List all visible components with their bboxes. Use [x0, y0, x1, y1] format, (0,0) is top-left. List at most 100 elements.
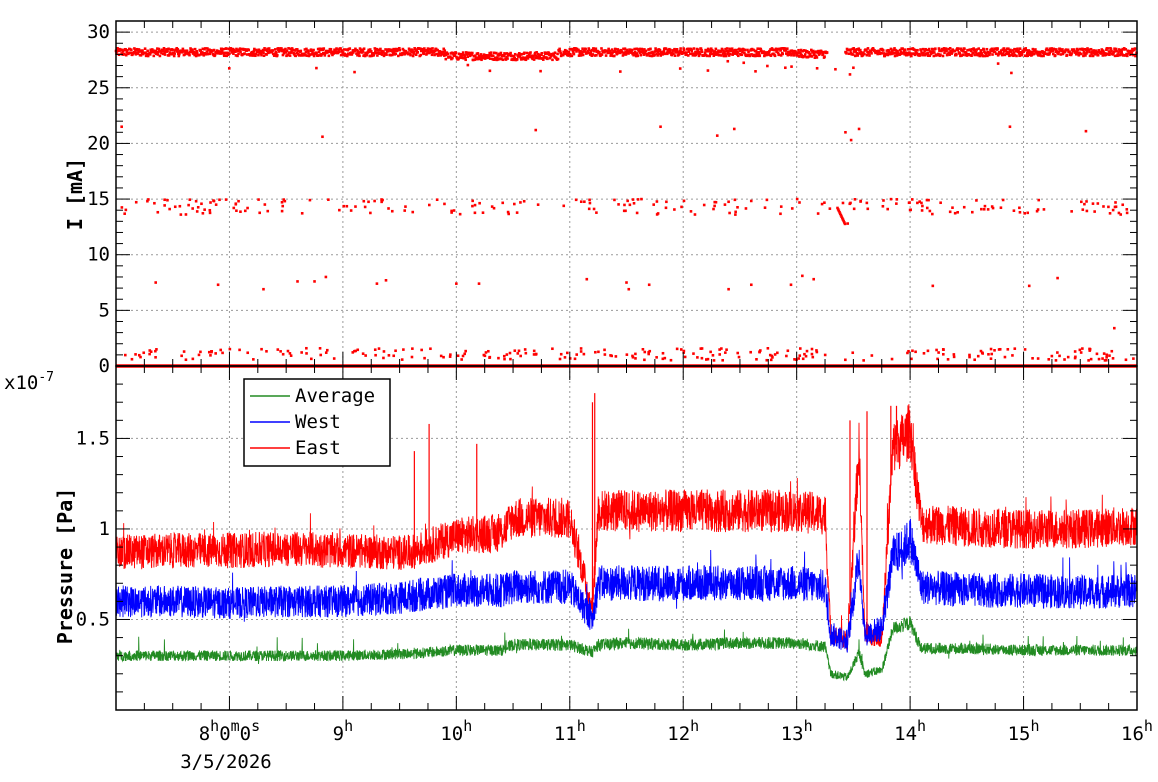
- current-point: [1108, 354, 1111, 357]
- current-point: [656, 50, 660, 54]
- current-point: [540, 51, 544, 55]
- current-point: [265, 49, 269, 53]
- current-point: [928, 54, 932, 58]
- current-point: [798, 51, 802, 54]
- current-point: [784, 49, 788, 52]
- current-point: [708, 54, 712, 58]
- current-point: [121, 50, 125, 53]
- current-point: [820, 50, 824, 54]
- current-point: [466, 55, 470, 59]
- current-point: [964, 51, 968, 54]
- current-point: [889, 197, 893, 201]
- current-point: [236, 54, 239, 58]
- current-point: [149, 350, 153, 353]
- current-point: [441, 53, 445, 56]
- current-point: [499, 51, 503, 55]
- current-point: [407, 52, 410, 56]
- current-point: [762, 50, 766, 53]
- current-point: [805, 50, 809, 53]
- current-point: [1087, 48, 1091, 51]
- current-point: [211, 49, 214, 53]
- current-point: [838, 211, 841, 214]
- current-point: [1114, 47, 1118, 51]
- current-point: [648, 349, 652, 353]
- current-point: [410, 355, 414, 359]
- current-point: [799, 48, 803, 52]
- current-point: [836, 208, 840, 211]
- current-point: [930, 47, 934, 51]
- current-point: [318, 347, 322, 350]
- current-point: [313, 280, 316, 283]
- current-point: [1092, 49, 1095, 52]
- current-point: [477, 282, 481, 285]
- current-point: [239, 210, 242, 214]
- current-point: [302, 53, 306, 57]
- current-point: [689, 52, 692, 56]
- current-point: [734, 48, 738, 52]
- current-point: [842, 219, 845, 223]
- current-point: [784, 66, 787, 70]
- current-point: [488, 57, 492, 60]
- current-point: [234, 202, 238, 206]
- current-point: [274, 50, 278, 54]
- current-point: [1048, 47, 1052, 51]
- current-point: [1085, 52, 1088, 55]
- current-point: [429, 347, 432, 351]
- current-point: [599, 54, 602, 58]
- current-point: [513, 57, 517, 60]
- current-point: [948, 53, 951, 57]
- current-point: [432, 50, 436, 54]
- current-point: [796, 51, 800, 55]
- current-point: [376, 54, 379, 57]
- current-point: [942, 47, 946, 50]
- current-point: [594, 47, 598, 51]
- current-point: [392, 49, 396, 53]
- current-point: [365, 53, 368, 57]
- current-point: [987, 353, 990, 356]
- current-point: [153, 201, 156, 205]
- current-point: [813, 56, 817, 60]
- current-point: [478, 201, 481, 205]
- current-point: [662, 49, 666, 53]
- current-point: [616, 48, 620, 51]
- current-point: [1088, 50, 1091, 54]
- current-point: [659, 125, 662, 129]
- current-point: [779, 212, 782, 216]
- current-point: [592, 47, 596, 50]
- current-point: [199, 350, 202, 354]
- current-point: [502, 54, 506, 58]
- current-point: [193, 53, 196, 57]
- current-point: [722, 54, 726, 58]
- current-point: [224, 47, 228, 50]
- current-point: [373, 52, 376, 55]
- current-point: [939, 201, 942, 205]
- current-point: [144, 51, 147, 55]
- current-point: [133, 51, 137, 54]
- current-point: [583, 200, 586, 204]
- current-point: [1015, 54, 1018, 58]
- current-point: [870, 354, 874, 357]
- current-point: [950, 51, 954, 54]
- current-point: [641, 347, 645, 351]
- current-point: [908, 201, 911, 204]
- current-point: [584, 47, 587, 51]
- current-point: [781, 52, 785, 56]
- current-point: [358, 54, 361, 58]
- current-point: [154, 281, 158, 284]
- current-point: [1077, 53, 1081, 57]
- current-point: [749, 350, 752, 354]
- current-point: [736, 51, 740, 54]
- current-point: [1096, 202, 1100, 205]
- current-point: [398, 48, 402, 52]
- current-point: [945, 49, 948, 53]
- current-point: [419, 53, 423, 57]
- current-point: [373, 348, 377, 351]
- current-point: [891, 50, 894, 54]
- current-point: [382, 54, 386, 58]
- current-point: [758, 350, 761, 354]
- current-point: [390, 53, 394, 57]
- current-point: [137, 353, 141, 357]
- time-tick-label: 15h: [1008, 717, 1040, 745]
- current-point: [1024, 49, 1028, 52]
